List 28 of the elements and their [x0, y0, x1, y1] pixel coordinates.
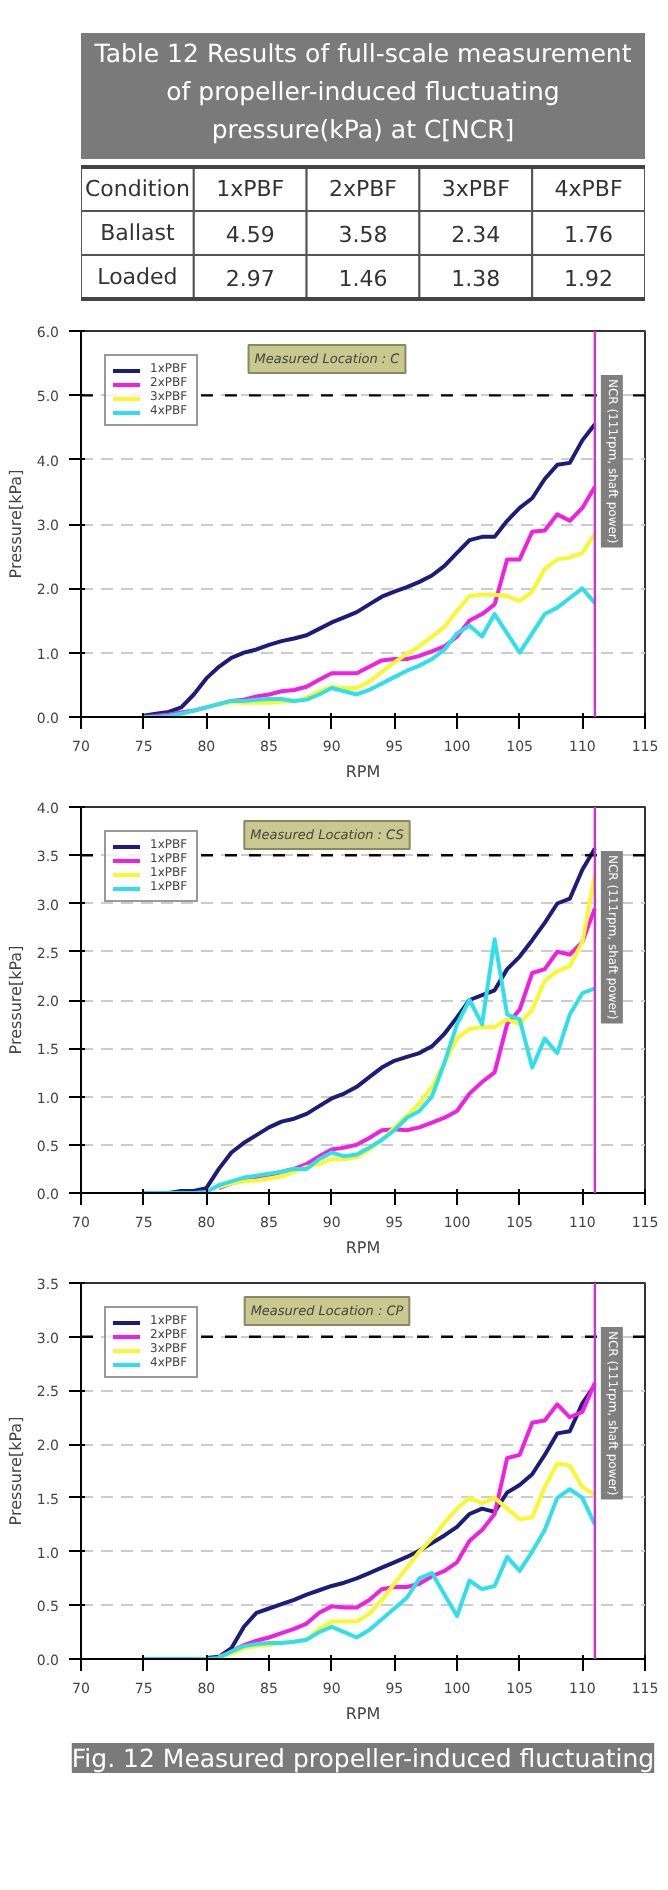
x-tick-label: 3xPBF	[441, 176, 510, 202]
line-series	[216, 1461, 597, 1659]
data-label: 2.34	[451, 222, 501, 248]
x-axis-title: RPM	[345, 763, 381, 781]
y-axis-title: Condition	[84, 176, 190, 202]
data-label: 1.92	[564, 266, 614, 292]
x-axis-title: RPM	[345, 1705, 381, 1723]
chart-title: Table 12 Results of full-scale measurement of propeller-induced fluctuating pressure(kPa) at C[NCR]	[92, 38, 632, 144]
data-label: 3.58	[338, 222, 388, 248]
y-tick-label: Loaded	[97, 264, 178, 290]
x-tick-label: 4xPBF	[554, 176, 623, 202]
data-label: 1.76	[564, 222, 614, 248]
y-axis-title: Pressure[kPa]	[6, 1416, 25, 1526]
data-label: 4.59	[225, 222, 275, 248]
y-axis-title: Pressure[kPa]	[6, 469, 25, 579]
x-axis-title: RPM	[345, 1239, 381, 1257]
x-tick-label: 1xPBF	[216, 176, 285, 202]
x-tick-label: 2xPBF	[328, 176, 398, 202]
line-series	[141, 422, 597, 717]
data-label: 1.46	[338, 266, 388, 292]
data-label: 2.97	[225, 266, 275, 292]
data-label: 1.38	[451, 266, 501, 292]
caption: Fig. 12 Measured propeller-induced fluctuating	[71, 1743, 655, 1773]
line-series	[141, 586, 597, 717]
line-series	[141, 937, 597, 1193]
line-series	[141, 1487, 597, 1659]
y-axis-title: Pressure[kPa]	[6, 945, 25, 1055]
y-tick-label: Ballast	[100, 220, 176, 246]
